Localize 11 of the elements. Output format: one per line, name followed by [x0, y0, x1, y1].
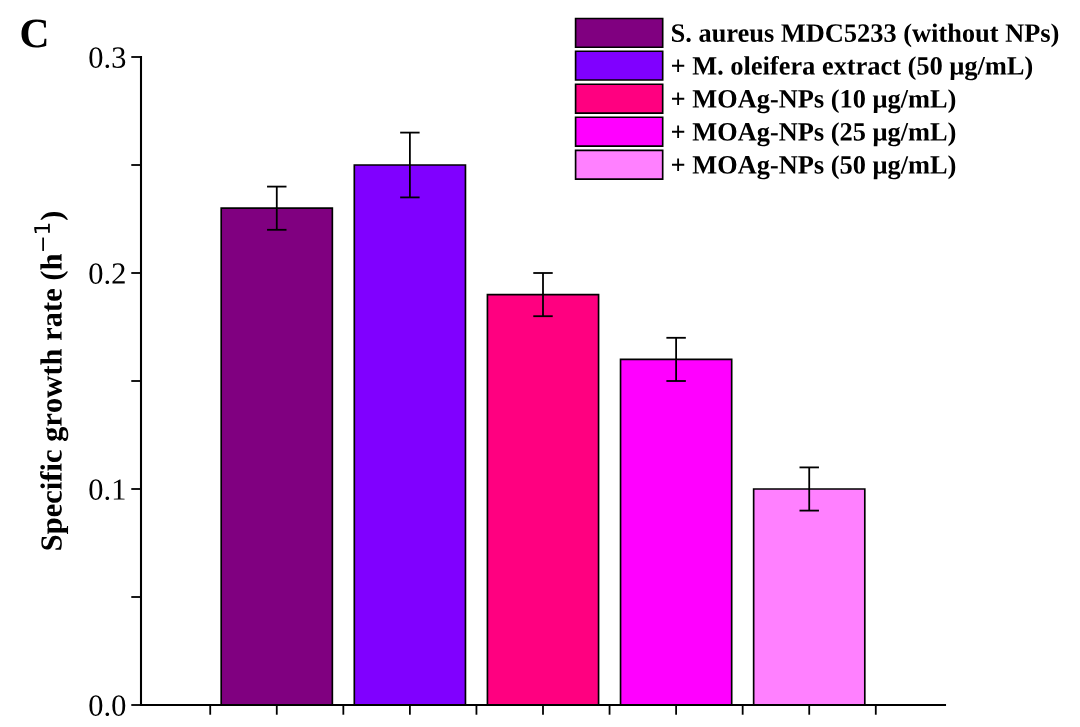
y-axis-title: Specific growth rate (h$^{−1}$): [34, 212, 69, 550]
legend-label: + M. oleifera extract (50 μg/mL): [671, 55, 1033, 81]
y-tick-label: 0.0: [89, 695, 126, 717]
y-tick-label: 0.1: [89, 479, 125, 501]
legend-label: + MOAg-NPs (50 μg/mL): [671, 155, 956, 180]
legend-label: S. aureus MDC5233 (without NPs): [672, 23, 1059, 48]
legend-label: + MOAg-NPs (10 μg/mL): [671, 89, 956, 114]
y-tick-label: 0.3: [89, 47, 126, 69]
text: C: [21, 19, 47, 48]
y-tick-label: 0.2: [89, 263, 125, 285]
legend-label: + MOAg-NPs (25 μg/mL): [671, 122, 956, 147]
